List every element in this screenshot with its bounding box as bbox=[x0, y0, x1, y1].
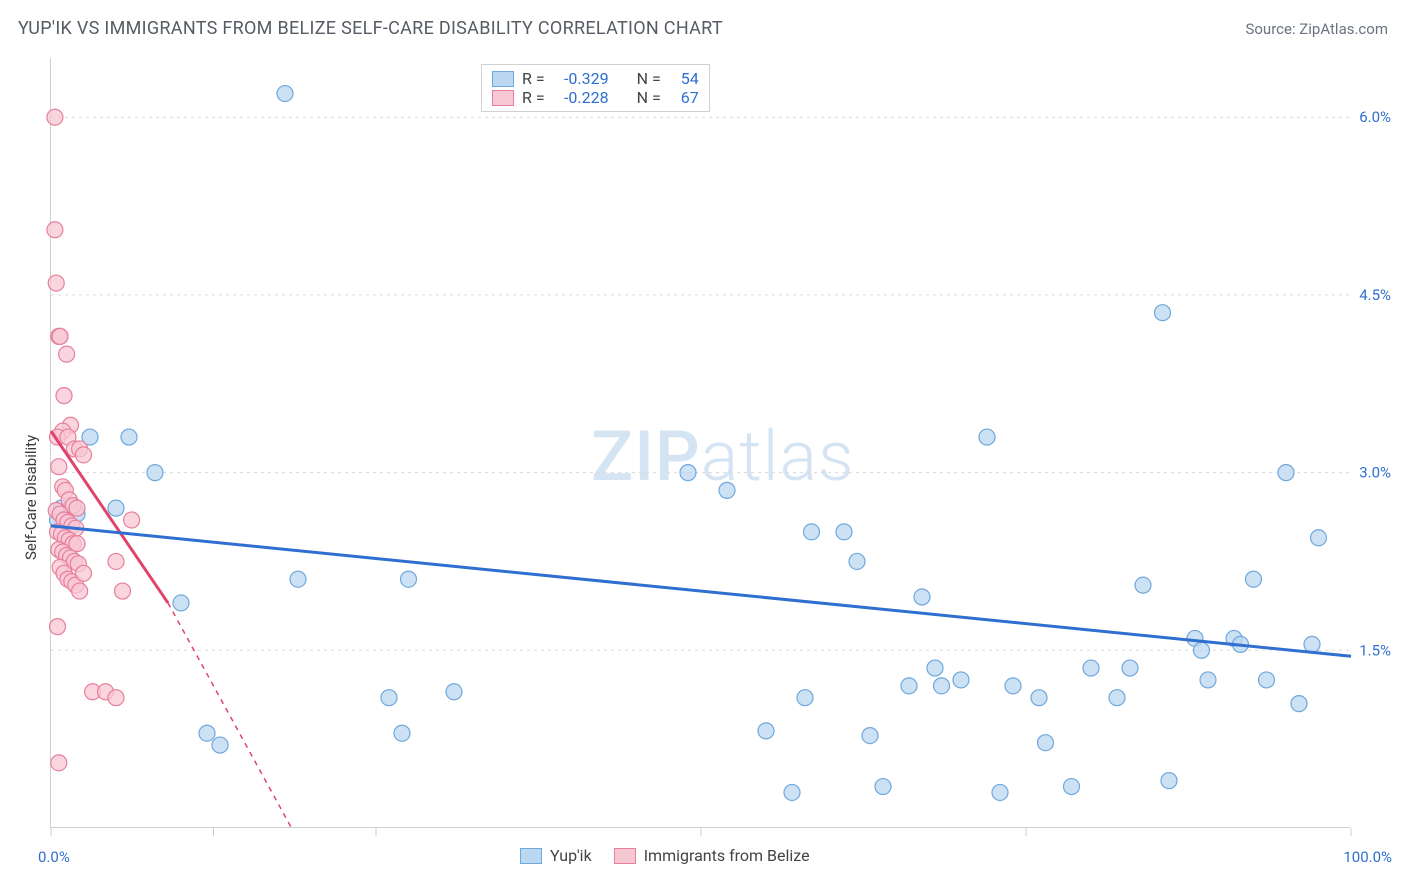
legend-row: R = -0.329 N = 54 bbox=[492, 69, 699, 88]
n-value-1: 67 bbox=[669, 88, 699, 107]
svg-text:3.0%: 3.0% bbox=[1359, 464, 1391, 482]
n-label: N = bbox=[637, 88, 661, 107]
swatch-series-0 bbox=[520, 848, 542, 864]
correlation-legend: R = -0.329 N = 54 R = -0.228 N = 67 bbox=[481, 64, 710, 112]
series-legend: Yup'ik Immigrants from Belize bbox=[520, 846, 810, 865]
legend-label-0: Yup'ik bbox=[550, 846, 592, 865]
n-label: N = bbox=[637, 69, 661, 88]
r-label: R = bbox=[522, 88, 545, 107]
chart-title: YUP'IK VS IMMIGRANTS FROM BELIZE SELF-CA… bbox=[18, 18, 723, 39]
y-axis-label: Self-Care Disability bbox=[22, 435, 40, 560]
r-value-0: -0.329 bbox=[553, 69, 609, 88]
x-max-label: 100.0% bbox=[1343, 848, 1392, 866]
swatch-series-1 bbox=[492, 90, 514, 106]
chart-header: YUP'IK VS IMMIGRANTS FROM BELIZE SELF-CA… bbox=[18, 18, 1388, 39]
legend-item: Yup'ik bbox=[520, 846, 592, 865]
legend-label-1: Immigrants from Belize bbox=[644, 846, 810, 865]
source-label: Source: ZipAtlas.com bbox=[1245, 20, 1388, 38]
n-value-0: 54 bbox=[669, 69, 699, 88]
svg-text:4.5%: 4.5% bbox=[1359, 286, 1391, 304]
r-label: R = bbox=[522, 69, 545, 88]
r-value-1: -0.228 bbox=[553, 88, 609, 107]
swatch-series-0 bbox=[492, 71, 514, 87]
svg-text:1.5%: 1.5% bbox=[1359, 641, 1391, 659]
swatch-series-1 bbox=[614, 848, 636, 864]
chart-plot-area: ZIPatlas 1.5%3.0%4.5%6.0% R = -0.329 N =… bbox=[50, 58, 1350, 828]
legend-row: R = -0.228 N = 67 bbox=[492, 88, 699, 107]
chart-svg: 1.5%3.0%4.5%6.0% bbox=[51, 58, 1350, 827]
legend-item: Immigrants from Belize bbox=[614, 846, 810, 865]
x-min-label: 0.0% bbox=[38, 848, 70, 866]
svg-text:6.0%: 6.0% bbox=[1359, 108, 1391, 126]
